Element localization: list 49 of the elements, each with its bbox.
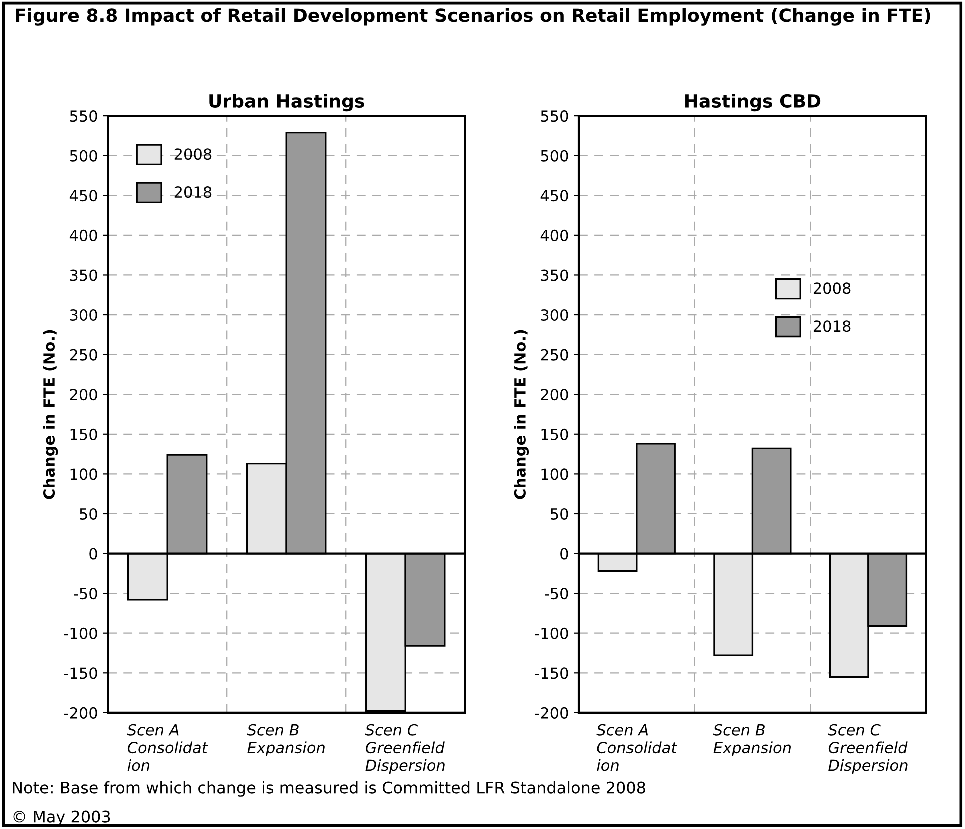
legend-label: 2018	[174, 186, 212, 198]
y-tick-label: 550	[541, 110, 568, 122]
y-tick-label: 50	[551, 508, 568, 520]
y-tick-label: 350	[541, 270, 568, 282]
y-tick-label: 250	[541, 349, 568, 361]
y-tick-label: 150	[542, 428, 568, 440]
y-tick-label: 300	[541, 309, 568, 322]
y-tick-label: -200	[535, 707, 568, 719]
y-tick-label: -50	[545, 588, 568, 600]
y-tick-label: 50	[80, 508, 98, 520]
y-tick-label: -50	[74, 588, 98, 600]
x-tick-label: Scen C Greenfield Dispersion	[828, 724, 908, 774]
y-axis-title: Change in FTE (No.)	[514, 330, 530, 500]
y-tick-label: 400	[540, 230, 568, 242]
y-axis-title: Change in FTE (No.)	[43, 330, 58, 500]
y-tick-label: -200	[64, 707, 98, 719]
y-tick-label: 450	[540, 190, 568, 202]
x-tick-label: Scen B Expansion	[247, 724, 325, 757]
x-tick-label: Scen A Consolidat ion	[127, 724, 208, 772]
y-tick-label: 100	[70, 468, 98, 480]
y-tick-label: -100	[535, 628, 568, 640]
y-tick-label: 400	[70, 230, 98, 242]
caption: Figure 8.8 Impact of Retail Development Scenarios on Retail Employment (Change in FTE)	[16, 8, 930, 26]
y-tick-label: 200	[541, 389, 568, 401]
y-tick-label: 0	[560, 548, 568, 560]
chart-title: Urban Hastings	[210, 94, 364, 112]
y-tick-label: -150	[535, 668, 568, 680]
y-tick-label: 450	[70, 190, 98, 202]
y-tick-label: 100	[542, 468, 568, 480]
legend-label: 2018	[814, 320, 851, 332]
y-tick-label: 500	[541, 150, 568, 162]
chart-title: Hastings CBD	[686, 94, 821, 112]
y-tick-label: -150	[64, 668, 98, 680]
x-tick-label: Scen A Consolidat ion	[596, 724, 678, 772]
y-tick-label: 150	[70, 428, 98, 440]
text: © May 2003	[14, 810, 110, 826]
y-tick-label: 550	[70, 110, 98, 122]
y-tick-label: 350	[70, 270, 98, 282]
legend-label: 2008	[174, 148, 212, 160]
y-tick-label: 200	[70, 389, 98, 401]
x-tick-label: Scen C Greenfield Dispersion	[365, 724, 445, 774]
legend-label: 2008	[814, 282, 851, 294]
y-tick-label: 300	[70, 309, 98, 322]
y-tick-label: 0	[90, 548, 98, 560]
y-tick-label: 500	[70, 150, 98, 162]
y-tick-label: 250	[70, 349, 98, 361]
y-tick-label: -100	[64, 628, 98, 640]
text: Note: Base from which change is measured is Committed LFR Standalone 2008	[13, 781, 646, 797]
x-tick-label: Scen B Expansion	[713, 724, 791, 757]
